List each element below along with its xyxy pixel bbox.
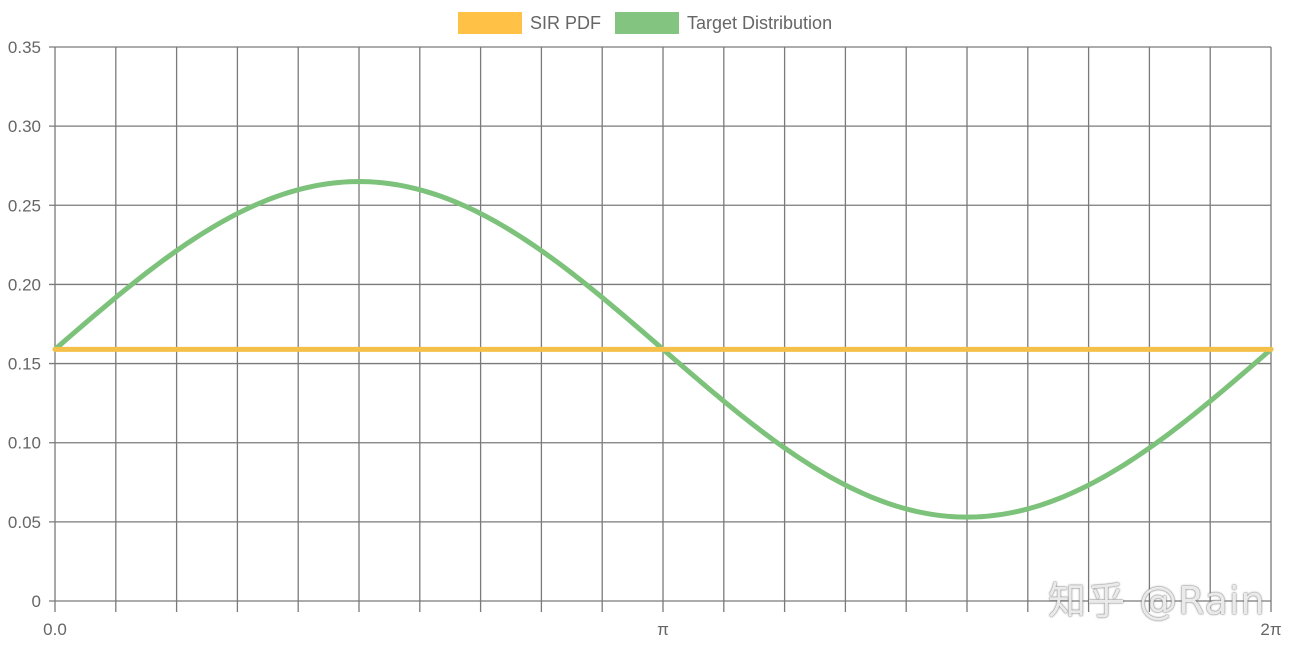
y-axis-ticks: 0 0.05 0.10 0.15 0.20 0.25 0.30 0.35 <box>8 38 41 611</box>
y-tick-label: 0.25 <box>8 196 41 215</box>
y-tick-label: 0.30 <box>8 117 41 136</box>
y-tick-label: 0.05 <box>8 513 41 532</box>
legend-swatch <box>458 12 522 34</box>
x-axis-ticks: 0.0 π 2π <box>43 620 1281 639</box>
legend-item-sir-pdf[interactable]: SIR PDF <box>458 12 601 34</box>
y-tick-label: 0.35 <box>8 38 41 57</box>
watermark: 知乎 @Rain <box>1048 579 1266 623</box>
x-tick-label: 0.0 <box>43 620 67 639</box>
legend-label: SIR PDF <box>530 13 601 33</box>
legend-item-target-distribution[interactable]: Target Distribution <box>615 12 832 34</box>
grid <box>49 46 1272 612</box>
x-tick-label: π <box>657 620 669 639</box>
legend-label: Target Distribution <box>687 13 832 33</box>
y-tick-label: 0 <box>32 592 41 611</box>
legend[interactable]: SIR PDF Target Distribution <box>458 12 832 34</box>
y-tick-label: 0.20 <box>8 275 41 294</box>
series-layer <box>52 179 1274 520</box>
y-tick-label: 0.15 <box>8 355 41 374</box>
legend-swatch <box>615 12 680 34</box>
x-tick-label: 2π <box>1260 620 1281 639</box>
y-tick-label: 0.10 <box>8 434 41 453</box>
